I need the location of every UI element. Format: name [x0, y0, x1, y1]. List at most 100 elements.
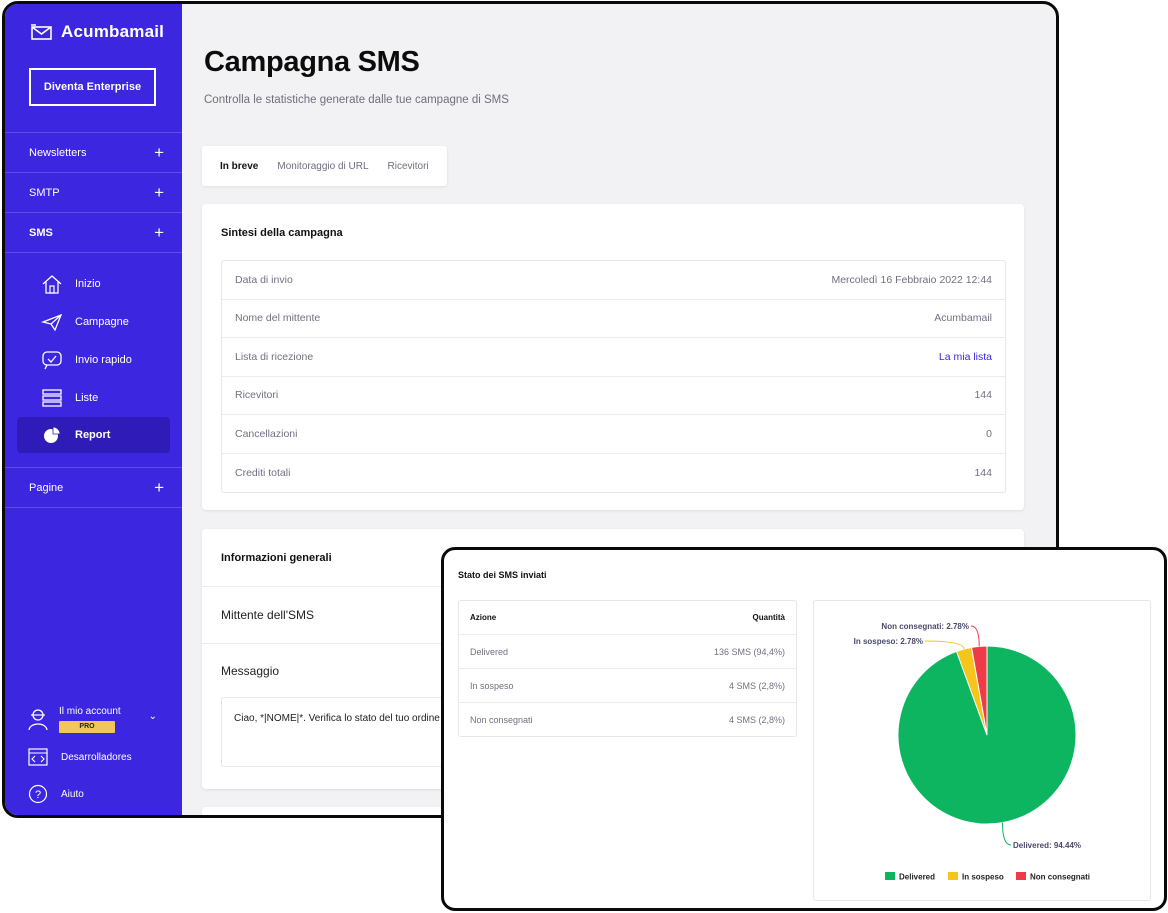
sidebar-item-label: Inizio — [75, 278, 101, 290]
pie-slice-non-consegnati[interactable] — [970, 645, 988, 736]
pie-chart-icon — [44, 426, 61, 443]
row-quantity: 4 SMS (2,8%) — [728, 715, 785, 725]
row-value: Acumbamail — [934, 312, 992, 325]
divider — [5, 252, 182, 253]
tab-in-breve[interactable]: In breve — [220, 160, 259, 172]
row-value: Mercoledì 16 Febbraio 2022 12:44 — [831, 273, 992, 286]
page-title: Campagna SMS — [204, 46, 420, 78]
general-info-title: Informazioni generali — [221, 552, 332, 564]
tab-ricevitori[interactable]: Ricevitori — [387, 160, 429, 172]
row-value: 0 — [986, 427, 992, 440]
sms-status-table: Azione Quantità Delivered 136 SMS (94,4%… — [458, 600, 797, 737]
brand-name: Acumbamail — [61, 22, 165, 41]
sidebar-item-label: Liste — [75, 392, 99, 404]
tab-bar: In breve Monitoraggio di URL Ricevitori — [202, 146, 447, 186]
table-row: In sospeso 4 SMS (2,8%) — [459, 669, 796, 703]
plan-badge: PRO — [59, 720, 115, 733]
nav-group-label: SMTP — [29, 186, 60, 199]
row-value: 144 — [974, 389, 992, 402]
plus-icon[interactable]: + — [154, 223, 164, 242]
sidebar-item-campagne[interactable]: Campagne — [17, 304, 170, 340]
help-label: Aiuto — [61, 788, 84, 800]
summary-title: Sintesi della campagna — [221, 227, 343, 239]
nav-group-pagine[interactable]: Pagine + — [5, 467, 182, 507]
data-label: In sospeso: 2.78% — [854, 637, 923, 646]
enterprise-button[interactable]: Diventa Enterprise — [29, 68, 156, 106]
nav-group-label: Newsletters — [29, 146, 87, 159]
data-label: Delivered: 94.44% — [1013, 841, 1081, 850]
table-header-row: Azione Quantità — [459, 601, 796, 635]
help-link[interactable]: ? Aiuto — [27, 784, 84, 804]
sms-status-title: Stato dei SMS inviati — [458, 570, 547, 580]
sidebar: Acumbamail Diventa Enterprise Newsletter… — [5, 4, 182, 815]
divider — [5, 507, 182, 508]
leader-line — [924, 640, 965, 650]
code-window-icon — [28, 748, 48, 766]
mail-icon — [31, 24, 52, 40]
summary-table: Data di invio Mercoledì 16 Febbraio 2022… — [221, 260, 1006, 493]
row-value: 144 — [974, 466, 992, 479]
plus-icon[interactable]: + — [154, 143, 164, 162]
sidebar-item-label: Campagne — [75, 316, 129, 328]
table-row: Ricevitori 144 — [222, 377, 1005, 415]
legend-label[interactable]: In sospeso — [962, 873, 1004, 882]
pie-chart: Delivered: 94.44% In sospeso: 2.78% Non co… — [854, 622, 1090, 882]
list-icon — [42, 389, 62, 407]
sidebar-item-invio-rapido[interactable]: Invio rapido — [17, 342, 170, 378]
nav-group-newsletters[interactable]: Newsletters + — [5, 132, 182, 172]
legend-label[interactable]: Delivered — [899, 873, 935, 882]
sidebar-item-inizio[interactable]: Inizio — [17, 266, 170, 302]
page-subtitle: Controlla le statistiche generate dalle … — [204, 94, 509, 106]
sidebar-item-liste[interactable]: Liste — [17, 380, 170, 416]
nav-group-sms[interactable]: SMS + — [5, 212, 182, 252]
message-label: Messaggio — [221, 664, 280, 678]
row-label: Ricevitori — [235, 389, 279, 402]
leader-line — [970, 625, 980, 647]
table-row: Nome del mittente Acumbamail — [222, 300, 1005, 338]
home-icon — [42, 275, 62, 294]
row-label: Lista di ricezione — [235, 350, 314, 363]
pie-chart-panel: Delivered: 94.44% In sospeso: 2.78% Non co… — [813, 600, 1151, 901]
nav-group-label: SMS — [29, 226, 53, 239]
legend-label[interactable]: Non consegnati — [1030, 873, 1090, 882]
chevron-down-icon[interactable]: ⌄ — [148, 711, 157, 722]
table-row: Cancellazioni 0 — [222, 415, 1005, 454]
developers-link[interactable]: Desarrolladores — [27, 747, 132, 767]
tab-monitoraggio-url[interactable]: Monitoraggio di URL — [277, 160, 369, 172]
sidebar-item-report[interactable]: Report — [17, 417, 170, 453]
table-row: Delivered 136 SMS (94,4%) — [459, 635, 796, 669]
sidebar-item-label: Invio rapido — [75, 354, 132, 366]
header-quantity: Quantità — [752, 613, 785, 622]
legend-swatch — [885, 872, 895, 880]
legend-swatch — [1016, 872, 1026, 880]
row-action: In sospeso — [470, 680, 514, 691]
chat-check-icon — [42, 351, 62, 370]
row-quantity: 136 SMS (94,4%) — [713, 646, 785, 657]
svg-text:?: ? — [35, 789, 41, 801]
table-row: Lista di ricezione La mia lista — [222, 338, 1005, 377]
plus-icon[interactable]: + — [154, 478, 164, 497]
list-link[interactable]: La mia lista — [938, 350, 992, 363]
paper-plane-icon — [41, 313, 63, 332]
account-menu[interactable]: Il mio account PRO ⌄ — [27, 699, 167, 739]
table-row: Non consegnati 4 SMS (2,8%) — [459, 703, 796, 737]
message-text: Ciao, *|NOME|*. Verifica lo stato del tu… — [234, 713, 440, 724]
summary-card: Sintesi della campagna Data di invio Mer… — [202, 204, 1024, 510]
header-action: Azione — [470, 613, 497, 622]
sms-status-window: Stato dei SMS inviati Azione Quantità De… — [441, 547, 1167, 911]
row-label: Nome del mittente — [235, 312, 321, 325]
developers-label: Desarrolladores — [61, 751, 132, 763]
row-label: Crediti totali — [235, 466, 291, 479]
sender-label: Mittente dell'SMS — [221, 608, 314, 622]
sidebar-item-label: Report — [75, 429, 111, 441]
table-row: Crediti totali 144 — [222, 454, 1005, 493]
plus-icon[interactable]: + — [154, 183, 164, 202]
row-action: Delivered — [470, 646, 509, 657]
row-label: Cancellazioni — [235, 427, 298, 440]
leader-line — [1001, 822, 1012, 846]
data-label: Non consegnati: 2.78% — [881, 622, 969, 631]
brand-logo[interactable]: Acumbamail — [31, 22, 164, 42]
row-label: Data di invio — [235, 273, 293, 286]
nav-group-smtp[interactable]: SMTP + — [5, 172, 182, 212]
account-label: Il mio account — [59, 705, 121, 717]
